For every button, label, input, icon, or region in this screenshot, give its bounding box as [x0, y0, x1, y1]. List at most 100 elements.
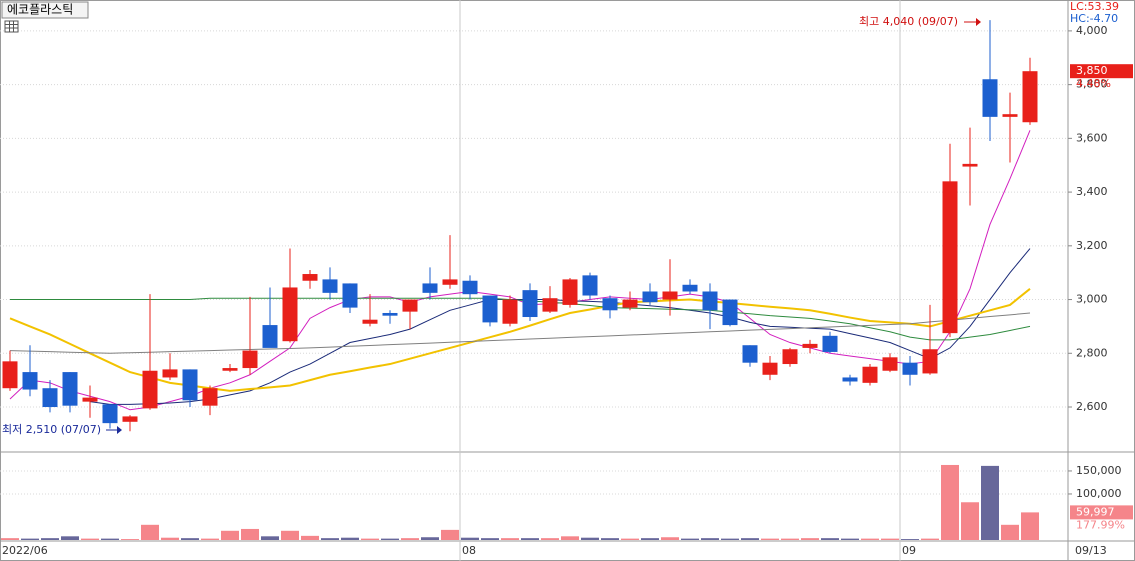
candle-body — [702, 291, 718, 311]
candle-body — [382, 312, 398, 316]
volume-bar — [321, 538, 339, 540]
indicator-hc: HC:-4.70 — [1070, 12, 1118, 25]
candle-body — [22, 372, 38, 390]
candle-body — [722, 299, 738, 326]
candle-body — [362, 319, 378, 324]
low-arrow — [106, 426, 122, 434]
volume-bar — [121, 539, 139, 540]
volume-bar — [81, 538, 99, 540]
y-tick-label: 3,400 — [1076, 185, 1108, 198]
candle-body — [82, 397, 98, 402]
moving-average — [9, 312, 1031, 354]
volume-bar — [621, 538, 639, 540]
candle-body — [122, 416, 138, 422]
y-tick-label: 3,200 — [1076, 239, 1108, 252]
high-arrow — [964, 18, 981, 26]
price-badge-label: 3,850 — [1076, 64, 1108, 77]
price-badge — [1070, 64, 1133, 79]
candle-body — [522, 290, 538, 318]
y-tick-label: 3,800 — [1076, 78, 1108, 91]
volume-bar — [1021, 512, 1039, 540]
volume-bar — [601, 538, 619, 540]
table-icon[interactable] — [4, 20, 19, 33]
high-annotation: 최고 4,040 (09/07) — [859, 15, 958, 28]
volume-bar — [441, 529, 459, 540]
candle-body — [462, 280, 478, 295]
volume-bar — [921, 538, 939, 540]
candle-body — [682, 284, 698, 292]
volume-bar — [101, 538, 119, 540]
volume-bar — [981, 465, 999, 540]
candle-body — [562, 279, 578, 305]
volume-bar — [241, 528, 259, 540]
candle-body — [482, 295, 498, 323]
moving-average — [9, 130, 1031, 411]
candle-body — [262, 325, 278, 348]
x-tick-label: 09 — [902, 544, 916, 557]
volume-bar — [161, 537, 179, 540]
y-tick-label: 2,600 — [1076, 400, 1108, 413]
volume-bar — [501, 538, 519, 540]
candle-body — [42, 388, 58, 408]
volume-bar — [181, 538, 199, 540]
candle-body — [622, 299, 638, 308]
volume-bar — [901, 539, 919, 540]
candle-body — [582, 275, 598, 296]
candle-body — [422, 283, 438, 293]
y-tick-label: 2,800 — [1076, 346, 1108, 359]
candle-body — [502, 299, 518, 324]
volume-bar — [841, 538, 859, 540]
volume-bar — [201, 538, 219, 540]
volume-bar — [461, 537, 479, 540]
volume-bar — [821, 538, 839, 540]
title-box[interactable] — [1, 1, 89, 19]
volume-bar — [61, 536, 79, 540]
volume-bar — [421, 537, 439, 540]
candle-body — [182, 369, 198, 401]
volume-bar — [721, 538, 739, 540]
candle-body — [202, 388, 218, 406]
volume-bar — [141, 524, 159, 540]
volume-bar — [681, 538, 699, 540]
candle-body — [822, 335, 838, 352]
candle-body — [242, 350, 258, 369]
candle-body — [62, 372, 78, 406]
candle-body — [222, 368, 238, 371]
volume-bar — [961, 502, 979, 540]
volume-bar — [861, 538, 879, 540]
low-annotation: 최저 2,510 (07/07) — [2, 423, 101, 436]
volume-change: 177.99% — [1076, 518, 1125, 531]
y-tick-label: 150,000 — [1076, 464, 1122, 477]
volume-bar — [561, 536, 579, 540]
candle-body — [742, 345, 758, 363]
y-tick-label: 3,000 — [1076, 293, 1108, 306]
volume-bar — [261, 536, 279, 540]
volume-bar — [881, 538, 899, 540]
moving-average — [9, 288, 1031, 392]
candle-body — [102, 404, 118, 424]
candle-body — [922, 349, 938, 374]
indicator-lc: LC:53.39 — [1070, 0, 1119, 13]
candle-body — [782, 349, 798, 365]
candle-body — [542, 298, 558, 312]
volume-bar — [301, 535, 319, 540]
candle-body — [882, 357, 898, 371]
moving-average — [89, 248, 1031, 405]
volume-bar — [381, 538, 399, 540]
price-change: 4.48% — [1076, 77, 1111, 90]
volume-bar — [221, 530, 239, 540]
candle-body — [142, 370, 158, 409]
candle-body — [662, 291, 678, 300]
volume-bar — [21, 538, 39, 540]
volume-bar — [1001, 524, 1019, 540]
candle-body — [2, 361, 18, 389]
candle-body — [942, 181, 958, 334]
chart-title: 에코플라스틱 — [7, 3, 73, 17]
volume-bar — [521, 538, 539, 540]
candle-body — [962, 163, 978, 167]
volume-bar — [361, 538, 379, 540]
volume-bar — [281, 530, 299, 540]
volume-bar — [641, 538, 659, 540]
